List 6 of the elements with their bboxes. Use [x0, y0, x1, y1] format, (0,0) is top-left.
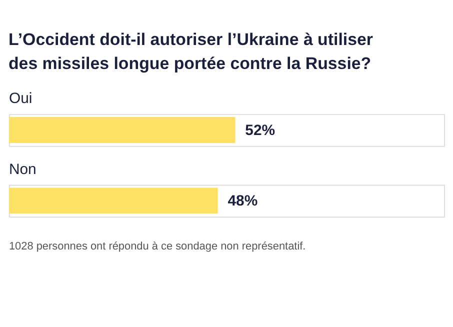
chart-title: L’Occident doit-il autoriser l’Ukraine à utiliser des missiles longue portée contre la Russie? [8, 30, 374, 73]
text: 1028 personnes ont répondu à ce sondage non représentatif. [8, 240, 306, 252]
y-tick-label: Oui [8, 90, 32, 108]
data-label: 52% [245, 122, 276, 139]
y-tick-label: Non [8, 160, 36, 178]
data-label: 48% [228, 192, 258, 210]
